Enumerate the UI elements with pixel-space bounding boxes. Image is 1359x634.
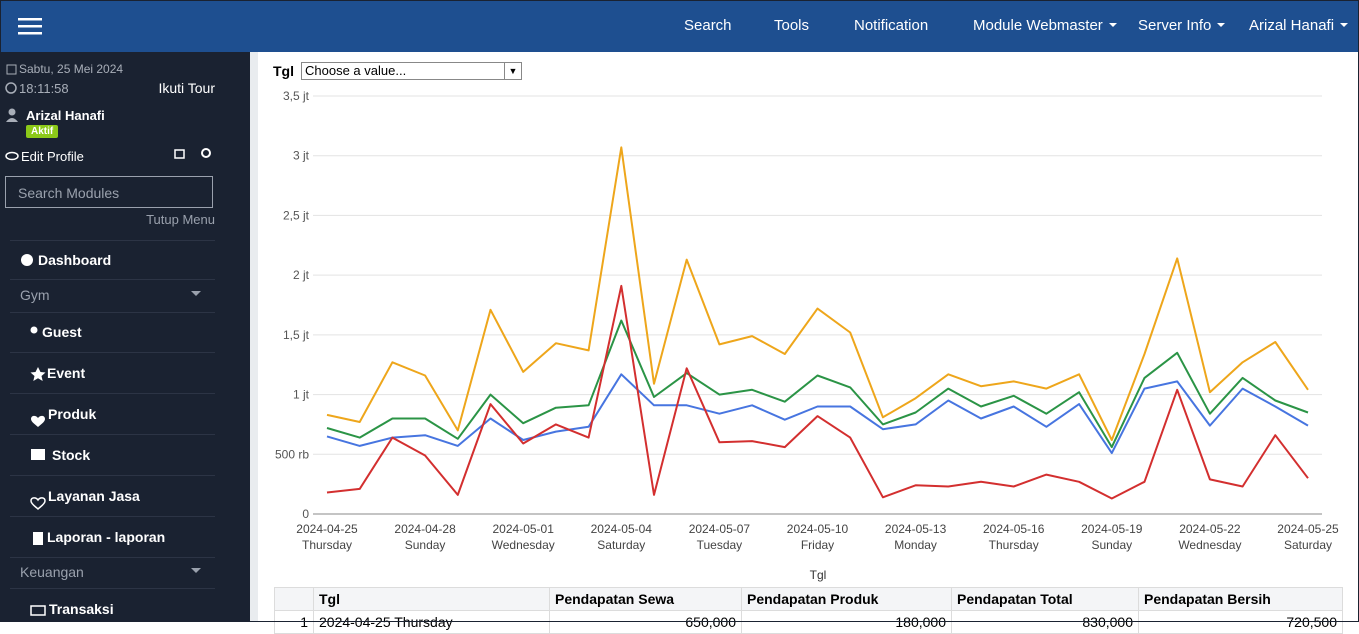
y-tick-label: 3,5 jt: [283, 89, 310, 103]
sidebar: Sabtu, 25 Mei 2024 18:11:58 Ikuti Tour A…: [0, 52, 250, 622]
x-tick-sublabel: Thursday: [302, 538, 352, 552]
y-tick-label: 2,5 jt: [283, 208, 310, 222]
navbar: Search Tools Notification Module Webmast…: [0, 0, 1359, 52]
x-tick-label: 2024-05-13: [885, 522, 947, 536]
date: Sabtu, 25 Mei 2024: [19, 62, 124, 76]
nav-label: Notification: [854, 17, 929, 34]
x-tick-sublabel: Wednesday: [1178, 538, 1241, 552]
header-cell: [274, 587, 314, 611]
y-tick-label: 1,5 jt: [283, 328, 310, 342]
cell: 830,000: [951, 610, 1139, 634]
cell: 2024-04-25 Thursday: [313, 610, 550, 634]
placeholder: Search Modules: [18, 185, 120, 201]
nav-notification[interactable]: Notification: [854, 17, 928, 34]
header-cell[interactable]: Pendapatan Total: [951, 587, 1139, 611]
tour-link[interactable]: Ikuti Tour: [158, 80, 215, 96]
x-axis-title: Tgl: [810, 568, 827, 582]
y-tick-label: 500 rb: [275, 447, 309, 461]
nav-label: Search: [684, 17, 732, 34]
time: 18:11:58: [19, 81, 69, 96]
close-menu[interactable]: Tutup Menu: [146, 212, 215, 227]
nav-user[interactable]: Arizal Hanafi: [1249, 17, 1349, 34]
gutter: [250, 52, 258, 622]
x-tick-sublabel: Saturday: [1284, 538, 1332, 552]
x-tick-label: 2024-05-04: [591, 522, 653, 536]
cell: 1: [274, 610, 314, 634]
edit-profile[interactable]: Edit Profile: [21, 149, 84, 164]
menu-item[interactable]: Transaksi: [49, 601, 114, 617]
placeholder: Choose a value...: [305, 63, 407, 78]
menu-item[interactable]: Stock: [52, 447, 91, 463]
nav-label: Tools: [774, 17, 810, 34]
menu-section[interactable]: Keuangan: [20, 564, 84, 580]
x-tick-label: 2024-05-07: [689, 522, 751, 536]
table: Tgl Pendapatan Sewa Pendapatan Produk Pe…: [274, 587, 1343, 634]
nav-server[interactable]: Server Info: [1138, 17, 1226, 34]
series-line: [326, 146, 1309, 441]
x-tick-label: 2024-05-25: [1277, 522, 1339, 536]
series-line: [326, 284, 1309, 500]
chart: Tgl 0 500 rb 1 jt 1,5 jt 2 jt 2,5 jt 3 jt 3,5 j…: [275, 89, 1339, 582]
menu-item[interactable]: Layanan Jasa: [48, 488, 140, 504]
menu-item[interactable]: Guest: [42, 324, 82, 340]
y-tick-label: 3 jt: [293, 149, 310, 163]
nav-label: Arizal Hanafi: [1249, 17, 1335, 34]
menu-item[interactable]: Dashboard: [38, 252, 112, 268]
y-tick-label: 0: [302, 507, 309, 521]
nav-module[interactable]: Module Webmaster: [973, 17, 1117, 34]
menu-section[interactable]: Gym: [20, 287, 50, 303]
x-tick-sublabel: Monday: [894, 538, 937, 552]
menu-toggle[interactable]: [18, 18, 42, 35]
nav-search[interactable]: Search: [684, 17, 732, 34]
menu-item[interactable]: Laporan - laporan: [47, 529, 166, 545]
x-tick-label: 2024-05-01: [493, 522, 555, 536]
header-cell[interactable]: Tgl: [313, 587, 550, 611]
x-tick-label: 2024-04-25: [296, 522, 358, 536]
menu-item[interactable]: Produk: [48, 406, 97, 422]
status-badge: Aktif: [26, 125, 59, 138]
sidebar-icons: [5, 64, 211, 616]
user-name: Arizal Hanafi: [26, 108, 105, 123]
menu-item[interactable]: Event: [47, 365, 86, 381]
cell: 650,000: [549, 610, 742, 634]
header-cell[interactable]: Pendapatan Produk: [741, 587, 952, 611]
nav-label: Server Info: [1138, 17, 1212, 34]
x-tick-label: 2024-04-28: [394, 522, 456, 536]
x-tick-sublabel: Sunday: [405, 538, 446, 552]
x-tick-label: 2024-05-10: [787, 522, 849, 536]
cell: 180,000: [741, 610, 952, 634]
filter-label: Tgl: [273, 63, 294, 79]
header-cell[interactable]: Pendapatan Sewa: [549, 587, 742, 611]
row: 1 2024-04-25 Thursday 650,000 180,000 83…: [274, 610, 1343, 634]
filter-select[interactable]: Choose a value... ▼: [301, 62, 522, 80]
x-tick-sublabel: Friday: [801, 538, 834, 552]
x-tick-sublabel: Sunday: [1091, 538, 1132, 552]
x-tick-sublabel: Tuesday: [697, 538, 743, 552]
x-tick-label: 2024-05-22: [1179, 522, 1241, 536]
series-line: [326, 373, 1309, 455]
y-tick-label: 2 jt: [293, 268, 310, 282]
nav-label: Module Webmaster: [973, 17, 1103, 34]
x-tick-label: 2024-05-16: [983, 522, 1045, 536]
nav-tools[interactable]: Tools: [774, 17, 809, 34]
y-tick-label: 1 jt: [293, 388, 310, 402]
search-modules[interactable]: Search Modules: [5, 176, 213, 208]
header-row: Tgl Pendapatan Sewa Pendapatan Produk Pe…: [274, 587, 1343, 611]
x-tick-sublabel: Saturday: [597, 538, 645, 552]
x-tick-sublabel: Thursday: [989, 538, 1039, 552]
data-table: Tgl Pendapatan Sewa Pendapatan Produk Pe…: [274, 587, 1343, 634]
series-line: [326, 319, 1309, 449]
header-cell[interactable]: Pendapatan Bersih: [1138, 587, 1343, 611]
x-tick-sublabel: Wednesday: [492, 538, 555, 552]
cell: 720,500: [1138, 610, 1343, 634]
x-tick-label: 2024-05-19: [1081, 522, 1143, 536]
